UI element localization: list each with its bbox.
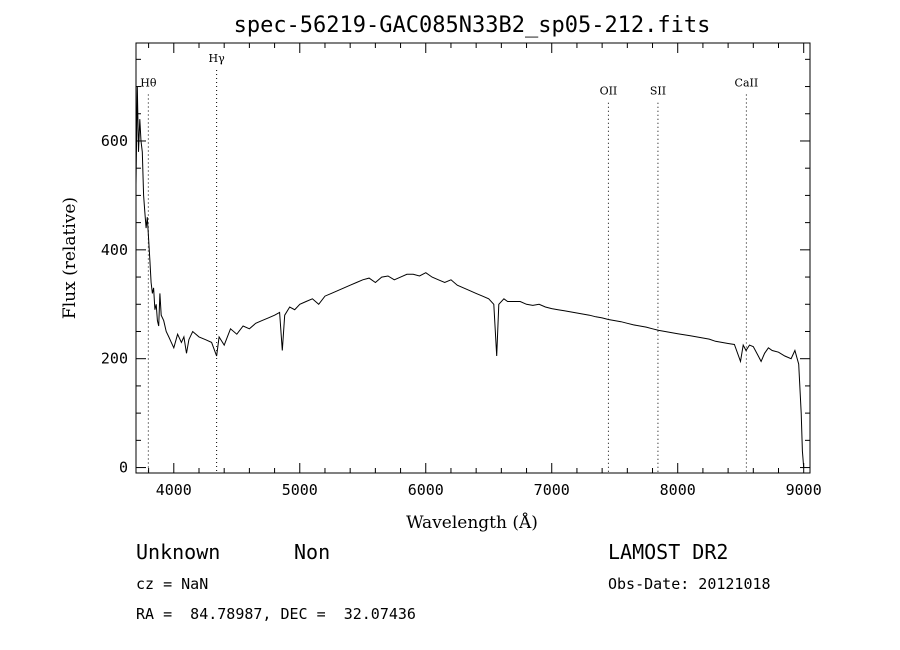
plot-frame <box>135 42 811 474</box>
x-tick-label: 7000 <box>534 481 570 499</box>
x-tick-label: 9000 <box>786 481 822 499</box>
spectral-line-label: CaII <box>735 77 759 90</box>
object-subclass: Non <box>294 540 331 564</box>
spectral-line-label: SII <box>650 85 666 98</box>
axis-ticks: 4000 5000 6000 7000 8000 9000 0 200 400 600 <box>101 43 822 499</box>
spectral-line-markers: Hθ Hγ OII SII CaII <box>140 52 758 473</box>
y-tick-label: 400 <box>101 241 128 259</box>
spectral-line-label: OII <box>600 85 618 98</box>
spectrum-series-line <box>135 86 805 468</box>
chart-title: spec-56219-GAC085N33B2_sp05-212.fits <box>234 13 711 38</box>
object-class: Unknown <box>136 540 221 564</box>
x-tick-label: 4000 <box>156 481 192 499</box>
y-axis-label: Flux (relative) <box>60 197 80 319</box>
x-tick-label: 6000 <box>408 481 444 499</box>
x-axis-label: Wavelength (Å) <box>406 512 538 533</box>
spectral-line-label: Hγ <box>209 52 226 65</box>
x-tick-label: 5000 <box>282 481 318 499</box>
coordinates: RA = 84.78987, DEC = 32.07436 <box>136 605 416 623</box>
y-tick-label: 0 <box>119 459 128 477</box>
spectral-line-label: Hθ <box>140 77 157 90</box>
y-tick-label: 600 <box>101 132 128 150</box>
x-tick-label: 8000 <box>660 481 696 499</box>
redshift-text: cz = NaN <box>136 575 209 593</box>
y-tick-label: 200 <box>101 350 128 368</box>
survey-name: LAMOST DR2 <box>608 540 729 564</box>
obs-date: Obs-Date: 20121018 <box>608 575 771 593</box>
